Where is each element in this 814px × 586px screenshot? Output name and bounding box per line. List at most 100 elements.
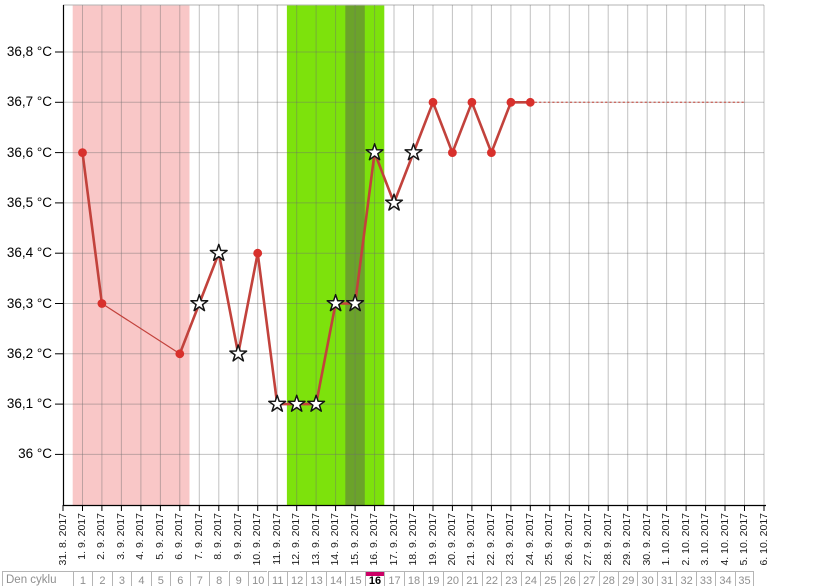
data-point-star[interactable] (287, 394, 306, 412)
cycle-day-cell[interactable]: 27 (579, 571, 599, 586)
data-point-star[interactable] (307, 394, 326, 412)
cycle-day-cell[interactable]: 23 (501, 571, 521, 586)
data-point-star[interactable] (209, 243, 228, 262)
data-point-star[interactable] (229, 344, 248, 362)
cycle-day-cell[interactable]: 32 (676, 571, 696, 586)
cycle-day-number: 19 (427, 575, 440, 586)
x-date-label: 5. 9. 2017 (153, 513, 166, 560)
x-date-label: 10. 9. 2017 (251, 513, 264, 566)
cycle-day-cell[interactable]: 30 (637, 571, 657, 586)
cycle-day-cell[interactable]: 9 (228, 571, 248, 586)
cycle-day-cell[interactable]: 13 (306, 571, 326, 586)
temp-line-segment (470, 101, 493, 154)
cycle-day-number: 23 (505, 575, 518, 586)
cycle-day-number: 4 (138, 575, 145, 586)
cycle-day-cell[interactable]: 34 (715, 571, 735, 586)
cycle-day-cell[interactable]: 19 (423, 571, 443, 586)
y-tick-label: 36,5 °C (6, 194, 52, 210)
cycle-day-cell[interactable]: 31 (656, 571, 677, 586)
cycle-day-number: 10 (252, 575, 265, 586)
cycle-day-row: Den cyklu 1 2 3 4 5 6 7 8 9 10 11 12 13 14 15 16 17 18 19 2… (0, 571, 814, 586)
cycle-day-number: 20 (446, 575, 460, 586)
cycle-day-cell[interactable]: 17 (384, 571, 404, 586)
data-point-dot[interactable] (175, 349, 185, 359)
x-date-label: 2. 10. 2017 (679, 513, 692, 566)
data-point-star[interactable] (384, 193, 404, 211)
temp-line-segment (373, 151, 396, 205)
cycle-day-cell[interactable]: 22 (481, 571, 502, 586)
cycle-day-cell[interactable]: 5 (150, 571, 171, 586)
data-point-dot[interactable] (506, 97, 516, 107)
x-date-label: 3. 10. 2017 (699, 513, 712, 566)
cycle-day-number: 34 (719, 575, 732, 586)
cycle-day-cell[interactable]: 12 (286, 571, 307, 586)
cycle-day-cell[interactable]: 24 (520, 571, 541, 586)
cycle-day-number: 12 (291, 575, 304, 586)
temp-line-segment (431, 101, 454, 154)
x-date-label: 2. 9. 2017 (95, 513, 108, 560)
data-point-dot[interactable] (525, 97, 535, 107)
data-point-star[interactable] (404, 143, 423, 161)
data-point-dot[interactable] (467, 97, 477, 107)
cycle-day-cell[interactable]: 20 (442, 571, 463, 586)
data-point-star[interactable] (345, 293, 365, 312)
selected-day-highlight-bar (365, 572, 385, 576)
temp-line-segment (217, 251, 240, 356)
cycle-day-cell[interactable]: 11 (267, 571, 287, 586)
cycle-day-number: 2 (99, 575, 106, 586)
x-date-label: 15. 9. 2017 (348, 513, 361, 566)
data-point-star[interactable] (365, 143, 384, 161)
data-point-star[interactable] (268, 394, 287, 412)
cycle-day-cell[interactable]: 4 (131, 571, 151, 586)
data-point-dot[interactable] (428, 97, 438, 107)
cycle-day-cell[interactable]: 25 (540, 571, 560, 586)
x-date-label: 5. 10. 2017 (738, 513, 750, 566)
x-date-label: 27. 9. 2017 (582, 513, 595, 566)
temp-line-segment (490, 101, 513, 154)
cycle-day-cell[interactable]: 26 (559, 571, 579, 586)
data-point-dot[interactable] (448, 148, 457, 158)
cycle-day-number: 22 (485, 575, 498, 586)
data-point-star[interactable] (326, 293, 345, 312)
cycle-day-cell[interactable]: 8 (209, 571, 229, 586)
cycle-day-number: 9 (235, 575, 242, 586)
x-date-label: 21. 9. 2017 (465, 513, 478, 566)
x-date-label: 20. 9. 2017 (445, 513, 458, 566)
cycle-day-cell[interactable]: 21 (462, 571, 482, 586)
data-point-dot[interactable] (97, 299, 107, 308)
temp-line-segment (236, 251, 260, 356)
temp-line-segment (256, 251, 279, 406)
y-tick-label: 36,6 °C (6, 144, 52, 160)
cycle-day-number: 11 (272, 575, 284, 586)
temp-line-segment (198, 251, 221, 305)
cycle-day-row-label: Den cyklu (2, 571, 73, 586)
cycle-day-number: 6 (177, 575, 184, 586)
data-point-dot[interactable] (78, 148, 87, 158)
cycle-day-cell[interactable]: 29 (618, 571, 638, 586)
x-date-label: 7. 9. 2017 (192, 513, 205, 560)
cycle-day-cell[interactable]: 10 (248, 571, 268, 586)
cycle-day-cell[interactable]: 3 (111, 571, 132, 586)
cycle-day-cell[interactable]: 28 (598, 571, 618, 586)
cycle-day-cell[interactable]: 7 (189, 571, 210, 586)
cycle-day-cell-selected[interactable]: 16 (364, 571, 385, 586)
x-date-label: 19. 9. 2017 (426, 513, 439, 566)
temp-line-segment (178, 302, 201, 356)
y-tick-label: 36,7 °C (6, 94, 52, 110)
x-date-label: 16. 9. 2017 (368, 513, 381, 566)
cycle-day-cell[interactable]: 18 (403, 571, 424, 586)
cycle-day-number: 5 (157, 575, 164, 586)
cycle-day-cell[interactable]: 14 (325, 571, 346, 586)
cycle-day-cell[interactable]: 2 (92, 571, 112, 586)
cycle-day-cell[interactable]: 1 (72, 571, 93, 586)
x-date-label: 9. 9. 2017 (231, 513, 244, 560)
data-point-dot[interactable] (487, 148, 496, 158)
cycle-day-cell[interactable]: 6 (170, 571, 190, 586)
cycle-day-number: 16 (368, 575, 382, 586)
data-point-dot[interactable] (253, 248, 263, 258)
cycle-day-cell[interactable]: 35 (734, 571, 755, 586)
data-point-star[interactable] (190, 293, 209, 312)
cycle-day-cell[interactable]: 33 (695, 571, 716, 586)
cycle-day-cell[interactable]: 15 (345, 571, 365, 586)
x-date-label: 17. 9. 2017 (387, 513, 400, 566)
